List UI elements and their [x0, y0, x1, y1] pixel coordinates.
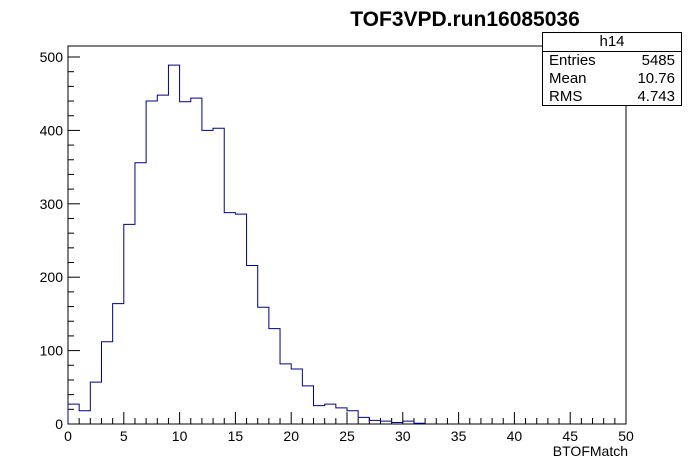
stats-box: h14 Entries 5485 Mean 10.76 RMS 4.743 — [542, 32, 682, 106]
x-tick-label: 40 — [507, 428, 523, 444]
y-axis: 0 100 200 300 400 500 — [40, 49, 80, 432]
chart-title: TOF3VPD.run16085036 — [350, 8, 580, 31]
stats-row-rms: RMS 4.743 — [543, 88, 681, 106]
x-tick-label: 10 — [172, 428, 188, 444]
y-tick-label: 200 — [40, 269, 64, 285]
y-tick-label: 500 — [40, 49, 64, 65]
stats-entries-label: Entries — [549, 52, 596, 69]
stats-histogram-name: h14 — [543, 33, 681, 52]
stats-rms-value: 4.743 — [637, 88, 675, 105]
stats-row-entries: Entries 5485 — [543, 52, 681, 70]
y-tick-label: 400 — [40, 122, 64, 138]
histogram-line — [67, 64, 426, 424]
x-tick-label: 45 — [562, 428, 578, 444]
x-axis-label: BTOFMatch — [552, 443, 628, 459]
stats-rms-label: RMS — [549, 88, 583, 105]
y-tick-label: 0 — [55, 416, 63, 432]
x-tick-label: 50 — [618, 428, 634, 444]
x-tick-label: 5 — [120, 428, 128, 444]
x-tick-label: 25 — [339, 428, 355, 444]
x-tick-label: 0 — [64, 428, 72, 444]
y-tick-label: 300 — [40, 196, 64, 212]
x-tick-label: 20 — [283, 428, 299, 444]
x-tick-label: 30 — [395, 428, 411, 444]
y-tick-label: 100 — [40, 343, 64, 359]
stats-row-mean: Mean 10.76 — [543, 70, 681, 88]
x-axis: 0 5 10 15 20 25 30 35 40 45 50 — [64, 412, 634, 444]
stats-mean-value: 10.76 — [637, 70, 675, 87]
stats-entries-value: 5485 — [641, 52, 675, 69]
x-tick-label: 15 — [228, 428, 244, 444]
x-tick-label: 35 — [451, 428, 467, 444]
stats-mean-label: Mean — [549, 70, 587, 87]
